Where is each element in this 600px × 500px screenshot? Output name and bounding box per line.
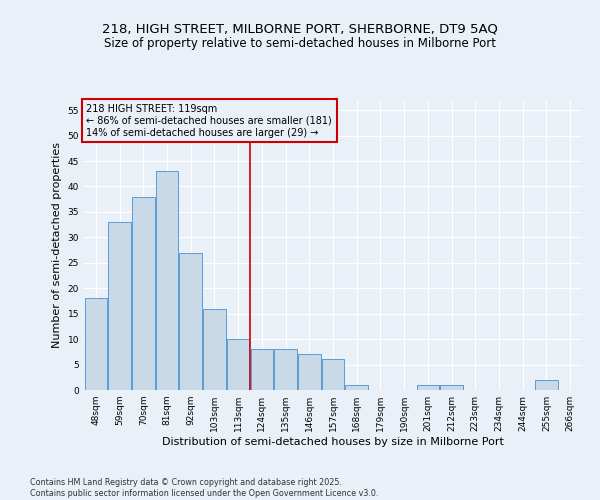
Bar: [109, 222, 131, 390]
Bar: [251, 350, 273, 390]
Bar: [274, 350, 297, 390]
X-axis label: Distribution of semi-detached houses by size in Milborne Port: Distribution of semi-detached houses by …: [162, 437, 504, 447]
Bar: [416, 385, 439, 390]
Bar: [322, 360, 344, 390]
Bar: [227, 339, 250, 390]
Bar: [440, 385, 463, 390]
Y-axis label: Number of semi-detached properties: Number of semi-detached properties: [52, 142, 62, 348]
Text: 218 HIGH STREET: 119sqm
← 86% of semi-detached houses are smaller (181)
14% of s: 218 HIGH STREET: 119sqm ← 86% of semi-de…: [86, 104, 332, 138]
Bar: [179, 252, 202, 390]
Bar: [203, 308, 226, 390]
Text: Size of property relative to semi-detached houses in Milborne Port: Size of property relative to semi-detach…: [104, 38, 496, 51]
Text: 218, HIGH STREET, MILBORNE PORT, SHERBORNE, DT9 5AQ: 218, HIGH STREET, MILBORNE PORT, SHERBOR…: [102, 22, 498, 36]
Bar: [298, 354, 320, 390]
Bar: [156, 171, 178, 390]
Bar: [132, 196, 155, 390]
Text: Contains HM Land Registry data © Crown copyright and database right 2025.
Contai: Contains HM Land Registry data © Crown c…: [30, 478, 379, 498]
Bar: [346, 385, 368, 390]
Bar: [535, 380, 557, 390]
Bar: [85, 298, 107, 390]
